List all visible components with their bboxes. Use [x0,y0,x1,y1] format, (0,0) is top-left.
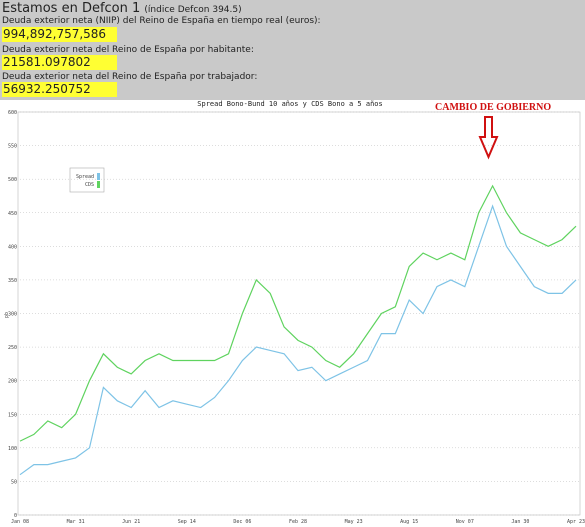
value-box: 21581.097802 [2,55,117,70]
y-tick-label: 450 [8,211,17,217]
x-tick-label: Jun 21 [122,519,140,525]
annotation: CAMBIO DE GOBIERNO [435,102,551,113]
label: Deuda exterior neta (NIIP) del Reino de … [2,16,321,26]
y-tick-label: 300 [8,312,17,318]
legend-label: CDS [85,182,94,188]
legend-swatch [97,173,100,180]
y-tick-label: 100 [8,446,17,452]
y-tick-label: 500 [8,177,17,183]
x-tick-label: Nov 07 [456,519,474,525]
x-tick-label: Jan 08 [11,519,29,525]
title-row: Estamos en Defcon 1 (índice Defcon 394.5… [2,1,242,16]
x-tick-label: Jan 30 [511,519,529,525]
value-box: 56932.250752 [2,82,117,97]
series-line [19,184,577,442]
chart-title: Spread Bono-Bund 10 años y CDS Bono a 5 … [197,100,382,108]
x-tick-label: Aug 15 [400,519,418,525]
index: (índice Defcon 394.5) [144,5,242,15]
label: Deuda exterior neta del Reino de España … [2,72,258,82]
y-tick-label: 150 [8,412,17,418]
y-tick-label: 550 [8,144,17,150]
y-tick-label: 600 [8,110,17,116]
x-tick-label: Mar 31 [67,519,85,525]
value-box: 994,892,757,586 [2,27,117,42]
y-tick-label: 50 [11,479,17,485]
legend-label: Spread [76,174,94,180]
x-tick-label: Apr 23 [567,519,585,525]
x-tick-label: Feb 28 [289,519,307,525]
title: Estamos en Defcon 1 [2,1,141,16]
series-line [19,204,577,476]
legend-swatch [97,181,100,188]
y-axis-label: pb [4,312,10,318]
chart: Spread Bono-Bund 10 años y CDS Bono a 5 … [4,100,585,525]
y-tick-label: 350 [8,278,17,284]
arrow [478,116,499,160]
y-tick-label: 250 [8,345,17,351]
header: Estamos en Defcon 1 (índice Defcon 394.5… [0,0,585,100]
y-tick-label: 0 [14,513,17,519]
y-tick-label: 400 [8,244,17,250]
x-tick-label: Sep 14 [178,519,196,525]
x-tick-label: Dec 06 [233,519,251,525]
x-tick-label: May 23 [345,519,363,525]
y-tick-label: 200 [8,379,17,385]
label: Deuda exterior neta del Reino de España … [2,45,254,55]
